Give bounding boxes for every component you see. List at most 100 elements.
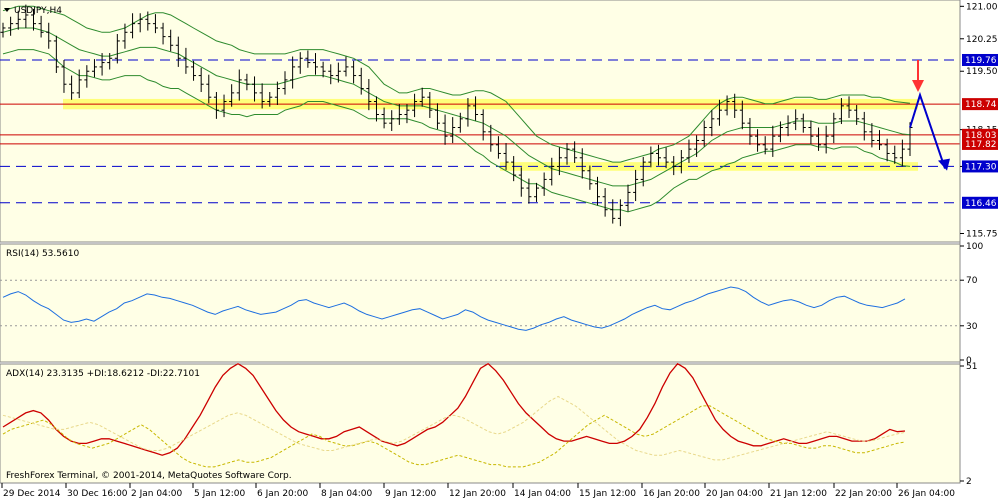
dropdown-triangle-icon[interactable]	[4, 8, 10, 12]
price-bar	[709, 110, 715, 137]
price-bar	[404, 104, 410, 124]
price-bar	[366, 79, 372, 111]
price-bar	[175, 36, 181, 67]
price-bar	[785, 115, 791, 137]
price-tick-label: 120.25	[966, 35, 998, 45]
bollinger-upper	[2, 5, 911, 163]
price-bar	[107, 53, 113, 70]
x-tick-label: 14 Jan 04:00	[514, 489, 571, 499]
level-badge-label: 118.03	[965, 131, 997, 141]
price-bar	[8, 16, 14, 36]
price-bar	[625, 184, 631, 212]
bollinger-lower	[2, 49, 911, 213]
price-bar	[480, 109, 486, 141]
level-badge-label: 117.82	[965, 140, 997, 150]
price-bar	[206, 74, 212, 104]
level-badge-label: 116.46	[965, 199, 997, 209]
price-bar	[343, 56, 349, 77]
price-bar	[389, 110, 395, 131]
price-bar	[320, 61, 326, 78]
rsi-panel-bg	[0, 243, 961, 363]
adx-series-ADX	[2, 362, 906, 456]
x-tick-label: 12 Jan 20:00	[449, 489, 506, 499]
price-bar	[617, 199, 623, 227]
price-panel-bg	[0, 0, 961, 243]
x-tick-label: 16 Jan 20:00	[643, 489, 700, 499]
price-bar	[755, 129, 761, 152]
price-bar	[252, 76, 258, 102]
level-badge	[962, 128, 998, 141]
bollinger-middle	[2, 27, 911, 187]
price-bar	[0, 22, 6, 38]
price-bar	[297, 52, 303, 74]
rsi-line	[2, 286, 906, 331]
price-bar	[602, 188, 608, 217]
price-bar	[549, 157, 555, 186]
x-tick-label: 8 Jan 04:00	[321, 489, 373, 499]
footer-copyright: FreshForex Terminal, © 2001-2014, MetaQu…	[6, 471, 292, 481]
adx-tick-label: 2	[966, 477, 972, 487]
price-bar	[884, 138, 890, 162]
level-badge	[962, 98, 998, 111]
price-bar	[838, 98, 844, 125]
price-bar	[732, 93, 738, 118]
level-badge	[962, 53, 998, 66]
rsi-tick-label: 0	[966, 356, 972, 366]
price-bar	[419, 87, 425, 107]
price-bar	[579, 148, 585, 179]
price-bar	[541, 172, 547, 196]
price-bar	[816, 127, 822, 151]
price-bar	[76, 69, 82, 99]
x-tick-label: 2 Jan 04:00	[131, 489, 183, 499]
price-tick-label: 121.00	[966, 2, 998, 12]
price-bar	[869, 123, 875, 148]
price-bar	[831, 112, 837, 144]
price-bar	[312, 53, 318, 75]
price-bar	[846, 96, 852, 118]
price-bar	[99, 53, 105, 76]
price-bar	[191, 60, 197, 81]
price-bar	[762, 136, 768, 155]
price-bar	[305, 50, 311, 68]
price-bar	[15, 10, 21, 30]
price-bar	[236, 69, 242, 101]
price-bar	[69, 75, 75, 100]
price-bar	[434, 103, 440, 130]
x-tick-label: 5 Jan 12:00	[194, 489, 246, 499]
price-bar	[678, 149, 684, 174]
price-bar	[450, 117, 456, 144]
price-bar	[30, 8, 36, 31]
level-badge	[962, 196, 998, 209]
blue-path-arrow	[909, 91, 946, 169]
x-tick-label: 9 Jan 12:00	[385, 489, 437, 499]
price-bar	[716, 99, 722, 126]
price-bar	[800, 113, 806, 133]
price-bar	[152, 14, 158, 34]
price-bar	[328, 64, 334, 85]
price-bar	[564, 143, 570, 165]
price-bar	[861, 111, 867, 141]
price-tick-label: 115.75	[966, 230, 998, 240]
rsi-label: RSI(14) 53.5610	[6, 249, 79, 259]
price-bar	[655, 144, 661, 166]
price-bar	[358, 67, 364, 95]
adx-label: ADX(14) 23.3135 +DI:18.6212 -DI:22.7101	[6, 369, 200, 379]
x-tick-label: 22 Jan 20:00	[835, 489, 892, 499]
price-bar	[145, 11, 151, 31]
price-bar	[130, 13, 136, 39]
price-bar	[823, 125, 829, 154]
price-bar	[267, 92, 273, 107]
price-bar	[770, 125, 776, 157]
symbol-label: USDJPY,H4	[14, 6, 62, 16]
price-bar	[724, 95, 730, 116]
rsi-tick-label: 30	[966, 322, 978, 332]
price-bar	[381, 107, 387, 129]
price-bar	[640, 156, 646, 187]
price-bar	[518, 167, 524, 197]
price-bar	[633, 169, 639, 202]
x-tick-label: 30 Dec 16:00	[67, 489, 128, 499]
price-bar	[290, 56, 296, 89]
level-badge-label: 117.30	[965, 162, 997, 172]
